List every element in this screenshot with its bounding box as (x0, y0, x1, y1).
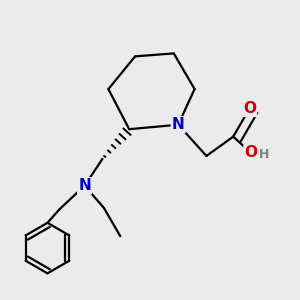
Text: N: N (78, 178, 91, 193)
Text: O: O (243, 101, 256, 116)
Text: H: H (259, 148, 270, 161)
Text: O: O (244, 146, 258, 160)
Text: N: N (172, 117, 184, 132)
